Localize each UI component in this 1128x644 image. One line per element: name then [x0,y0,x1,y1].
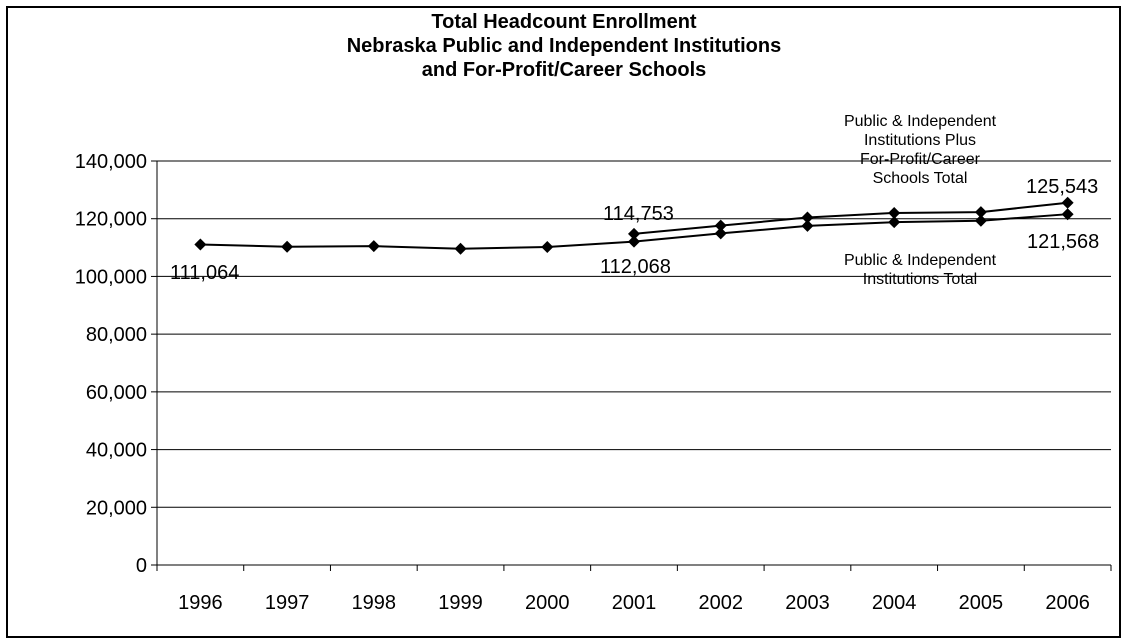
y-tick-label-80000: 80,000 [86,324,147,346]
series-0-point-2004 [888,216,901,229]
x-tick-label-1999: 1999 [438,592,483,614]
x-tick-label-2003: 2003 [785,592,830,614]
chart-frame [6,6,1121,638]
series-1-point-2006 [1061,196,1074,209]
x-tick-label-1998: 1998 [352,592,397,614]
x-tick-label-1996: 1996 [178,592,223,614]
annotation-lower-line-2: Institutions Total [862,271,978,288]
x-tick-label-2004: 2004 [872,592,917,614]
series-0-point-1997 [281,240,294,253]
series-line-1 [633,201,1068,235]
data-label-1996-total: 111,064 [170,262,240,284]
annotation-lower-line-1: Public & Independent [843,252,997,269]
data-label-2001-total: 112,068 [600,256,671,278]
y-tick-label-100000: 100,000 [75,266,147,288]
series-0-point-2000 [541,240,554,253]
data-label-2006-total: 121,568 [1027,231,1100,253]
y-tick-label-40000: 40,000 [86,440,147,462]
x-tick-label-2006: 2006 [1045,592,1090,614]
data-label-2006-plus: 125,543 [1026,176,1099,198]
annotation-upper-line-3: For-Profit/Career [859,151,981,168]
data-label-2001-plus: 114,753 [603,203,674,225]
series-0-point-2001 [628,235,640,248]
y-tick-label-20000: 20,000 [86,497,147,519]
annotation-upper-line-1: Public & Independent [843,113,997,130]
annotation-upper-series: Public & Independent Institutions Plus F… [800,112,1040,188]
series-0-point-2003 [801,219,814,232]
x-tick-label-2005: 2005 [959,592,1004,614]
y-tick-label-140000: 140,000 [75,151,147,173]
annotation-upper-line-4: Schools Total [872,170,968,187]
series-0-point-2002 [714,227,727,240]
series-0-point-1999 [454,242,467,255]
series-1-point-2001 [628,227,640,240]
series-1-point-2004 [888,206,901,219]
chart-title-line-2: Nebraska Public and Independent Institut… [346,35,782,57]
chart-title-line-3: and For-Profit/Career Schools [421,59,707,81]
x-tick-label-2000: 2000 [525,592,570,614]
x-tick-label-2002: 2002 [698,592,743,614]
y-tick-label-0: 0 [136,555,147,577]
series-0-point-1998 [367,240,380,253]
y-tick-label-60000: 60,000 [86,382,147,404]
chart-title: Total Headcount Enrollment Nebraska Publ… [0,10,1128,82]
x-tick-label-1997: 1997 [265,592,310,614]
annotation-upper-line-2: Institutions Plus [863,132,977,149]
series-1-point-2003 [801,211,814,224]
y-tick-label-120000: 120,000 [75,209,147,231]
series-0-point-1996 [194,238,207,251]
series-0-point-2005 [974,214,987,227]
x-tick-label-2001: 2001 [612,592,657,614]
annotation-lower-series: Public & Independent Institutions Total [800,251,1040,289]
series-0-point-2006 [1061,208,1074,221]
series-1-point-2005 [974,206,987,219]
series-1-point-2002 [714,219,727,232]
chart-title-line-1: Total Headcount Enrollment [431,11,697,33]
